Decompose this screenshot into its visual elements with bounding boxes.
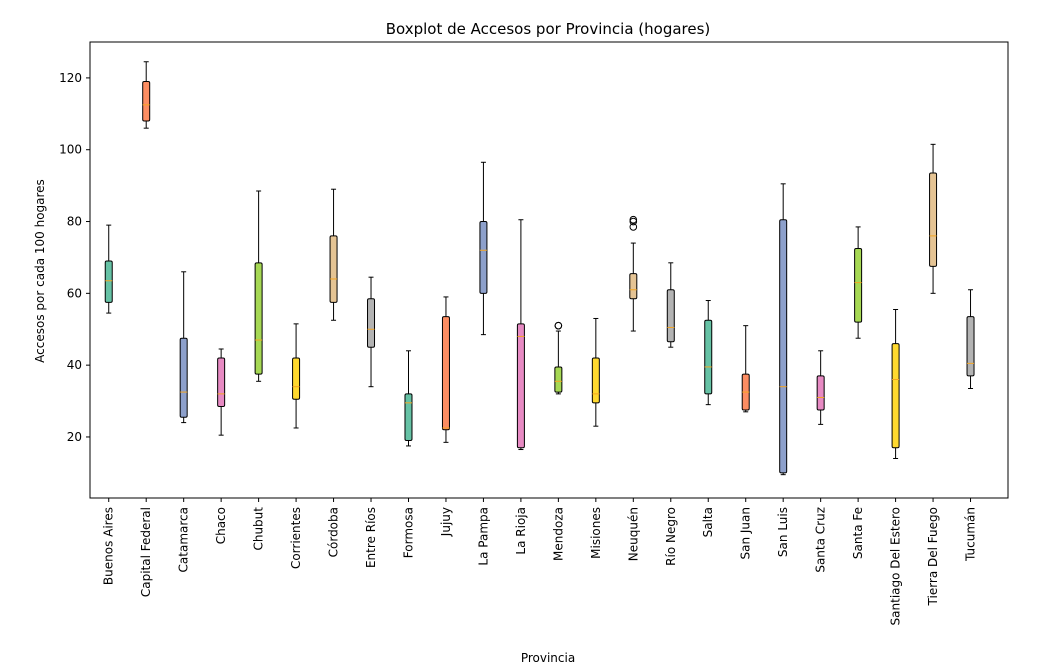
outlier-point [629, 223, 638, 231]
x-axis-title: Provincia [521, 651, 575, 665]
box-san-luis: San Luis [776, 183, 790, 557]
box-chubut: Chubut [252, 190, 266, 551]
y-tick-label: 100 [59, 143, 82, 157]
box-chaco: Chaco [214, 348, 228, 544]
box-catamarca: Catamarca [177, 271, 191, 572]
box-buenos-aires: Buenos Aires [102, 224, 116, 585]
box-iqr [367, 298, 376, 348]
box-iqr [441, 316, 450, 431]
x-tick-label: Córdoba [327, 507, 341, 557]
box-neuquén: Neuquén [626, 215, 640, 561]
x-tick-label: Mendoza [551, 507, 565, 561]
box-santa-fe: Santa Fe [851, 226, 865, 559]
x-tick-label: Corrientes [289, 507, 303, 569]
x-tick-label: Catamarca [177, 507, 191, 572]
box-tucumán: Tucumán [964, 289, 978, 562]
box-tierra-del-fuego: Tierra Del Fuego [926, 143, 940, 606]
box-iqr [779, 219, 788, 474]
x-tick-label: Chaco [214, 507, 228, 544]
x-tick-label: Formosa [401, 507, 415, 558]
x-tick-label: Salta [701, 507, 715, 537]
x-tick-label: La Pampa [476, 507, 490, 566]
box-iqr [891, 343, 900, 449]
chart-title: Boxplot de Accesos por Provincia (hogare… [386, 20, 711, 38]
box-san-juan: San Juan [739, 325, 753, 560]
box-corrientes: Corrientes [289, 323, 303, 569]
box-jujuy: Jujuy [439, 296, 453, 537]
y-tick-label: 40 [67, 358, 82, 372]
box-entre-ríos: Entre Ríos [364, 276, 378, 568]
box-la-rioja: La Rioja [514, 219, 528, 555]
plot-frame [89, 41, 1009, 499]
box-iqr [217, 357, 226, 407]
box-iqr [292, 357, 301, 400]
x-tick-label: Santa Cruz [814, 507, 828, 573]
x-tick-label: Misiones [589, 507, 603, 559]
y-tick-label: 80 [67, 215, 82, 229]
x-tick-label: La Rioja [514, 507, 528, 555]
x-tick-label: Neuquén [626, 507, 640, 561]
outlier-point [629, 215, 638, 224]
box-iqr [966, 316, 975, 377]
x-tick-label: Tucumán [964, 507, 978, 562]
box-iqr [629, 273, 638, 300]
y-tick-label: 60 [67, 286, 82, 300]
x-tick-label: Buenos Aires [102, 507, 116, 585]
box-santa-cruz: Santa Cruz [814, 350, 828, 573]
y-tick-label: 20 [67, 430, 82, 444]
box-iqr [516, 323, 525, 449]
box-iqr [554, 366, 563, 393]
box-salta: Salta [701, 300, 715, 537]
x-tick-label: Santa Fe [851, 507, 865, 559]
box-iqr [591, 357, 600, 404]
box-iqr [104, 260, 113, 303]
x-tick-label: Chubut [252, 507, 266, 551]
box-iqr [479, 221, 488, 294]
box-iqr [929, 172, 938, 267]
x-tick-label: San Luis [776, 507, 790, 557]
box-iqr [816, 375, 825, 411]
box-córdoba: Córdoba [327, 188, 341, 557]
box-formosa: Formosa [401, 350, 415, 558]
box-misiones: Misiones [589, 317, 603, 559]
x-tick-label: Jujuy [439, 507, 453, 537]
x-tick-label: San Juan [739, 507, 753, 560]
box-mendoza: Mendoza [551, 321, 565, 561]
y-axis-title: Accesos por cada 100 hogares [33, 179, 47, 363]
box-río-negro: Río Negro [664, 262, 678, 566]
outlier-point [554, 321, 563, 330]
box-iqr [704, 319, 713, 395]
box-iqr [254, 262, 263, 375]
x-tick-label: Tierra Del Fuego [926, 507, 940, 606]
box-la-pampa: La Pampa [476, 161, 490, 566]
box-iqr [142, 80, 151, 122]
box-iqr [329, 235, 338, 303]
x-tick-label: Entre Ríos [364, 507, 378, 568]
box-santiago-del-estero: Santiago Del Estero [889, 308, 903, 625]
y-tick-label: 120 [59, 71, 82, 85]
box-iqr [179, 337, 188, 418]
x-tick-label: Santiago Del Estero [889, 507, 903, 625]
x-tick-label: Capital Federal [139, 507, 153, 597]
box-capital-federal: Capital Federal [139, 61, 153, 597]
x-tick-label: Río Negro [664, 507, 678, 566]
box-iqr [404, 393, 413, 442]
box-iqr [666, 289, 675, 343]
plot-area: 20 40 60 80 100 120 Buenos Aires Capital Federa… [59, 41, 1009, 625]
box-iqr [854, 247, 863, 323]
